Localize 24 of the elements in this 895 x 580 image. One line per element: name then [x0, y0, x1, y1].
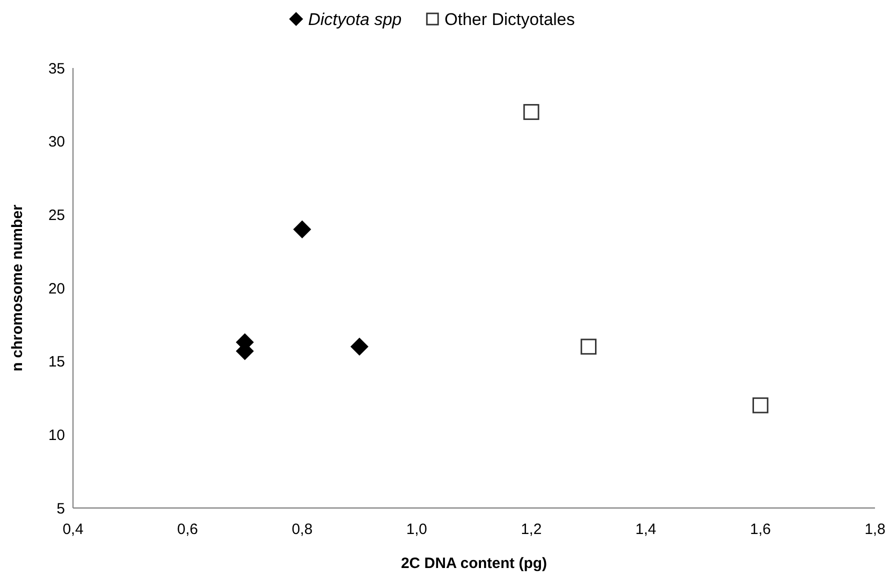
point [580, 338, 597, 355]
x-axis-title: 2C DNA content (pg) [400, 555, 548, 572]
y-tick-label: 10 [48, 426, 65, 444]
y-tick-label: 30 [48, 134, 65, 151]
point [752, 397, 768, 414]
x-tick-label: 0,4 [62, 521, 84, 538]
y-tick-label: 15 [48, 354, 65, 371]
point [293, 220, 312, 238]
x-tick-label: 1,2 [520, 521, 542, 538]
point [523, 104, 540, 120]
x-tick-label: 1,6 [750, 521, 771, 538]
x-tick-label: 1,8 [864, 521, 886, 538]
x-tick-label: 0,6 [177, 521, 198, 538]
y-tick-label: 5 [56, 500, 65, 518]
y-tick-label: 35 [48, 60, 65, 78]
x-tick-label: 0,8 [292, 521, 313, 538]
y-tick-label: 25 [48, 206, 65, 224]
legend-label: Other Dictyotales [444, 10, 575, 29]
x-tick-label: 1,4 [635, 521, 656, 538]
y-tick-label: 20 [48, 280, 65, 298]
point [350, 338, 368, 356]
legend-label: Dictyota spp [308, 10, 402, 29]
x-tick-label: 1,0 [406, 521, 428, 538]
y-axis-title: n chromosome number [9, 204, 26, 372]
